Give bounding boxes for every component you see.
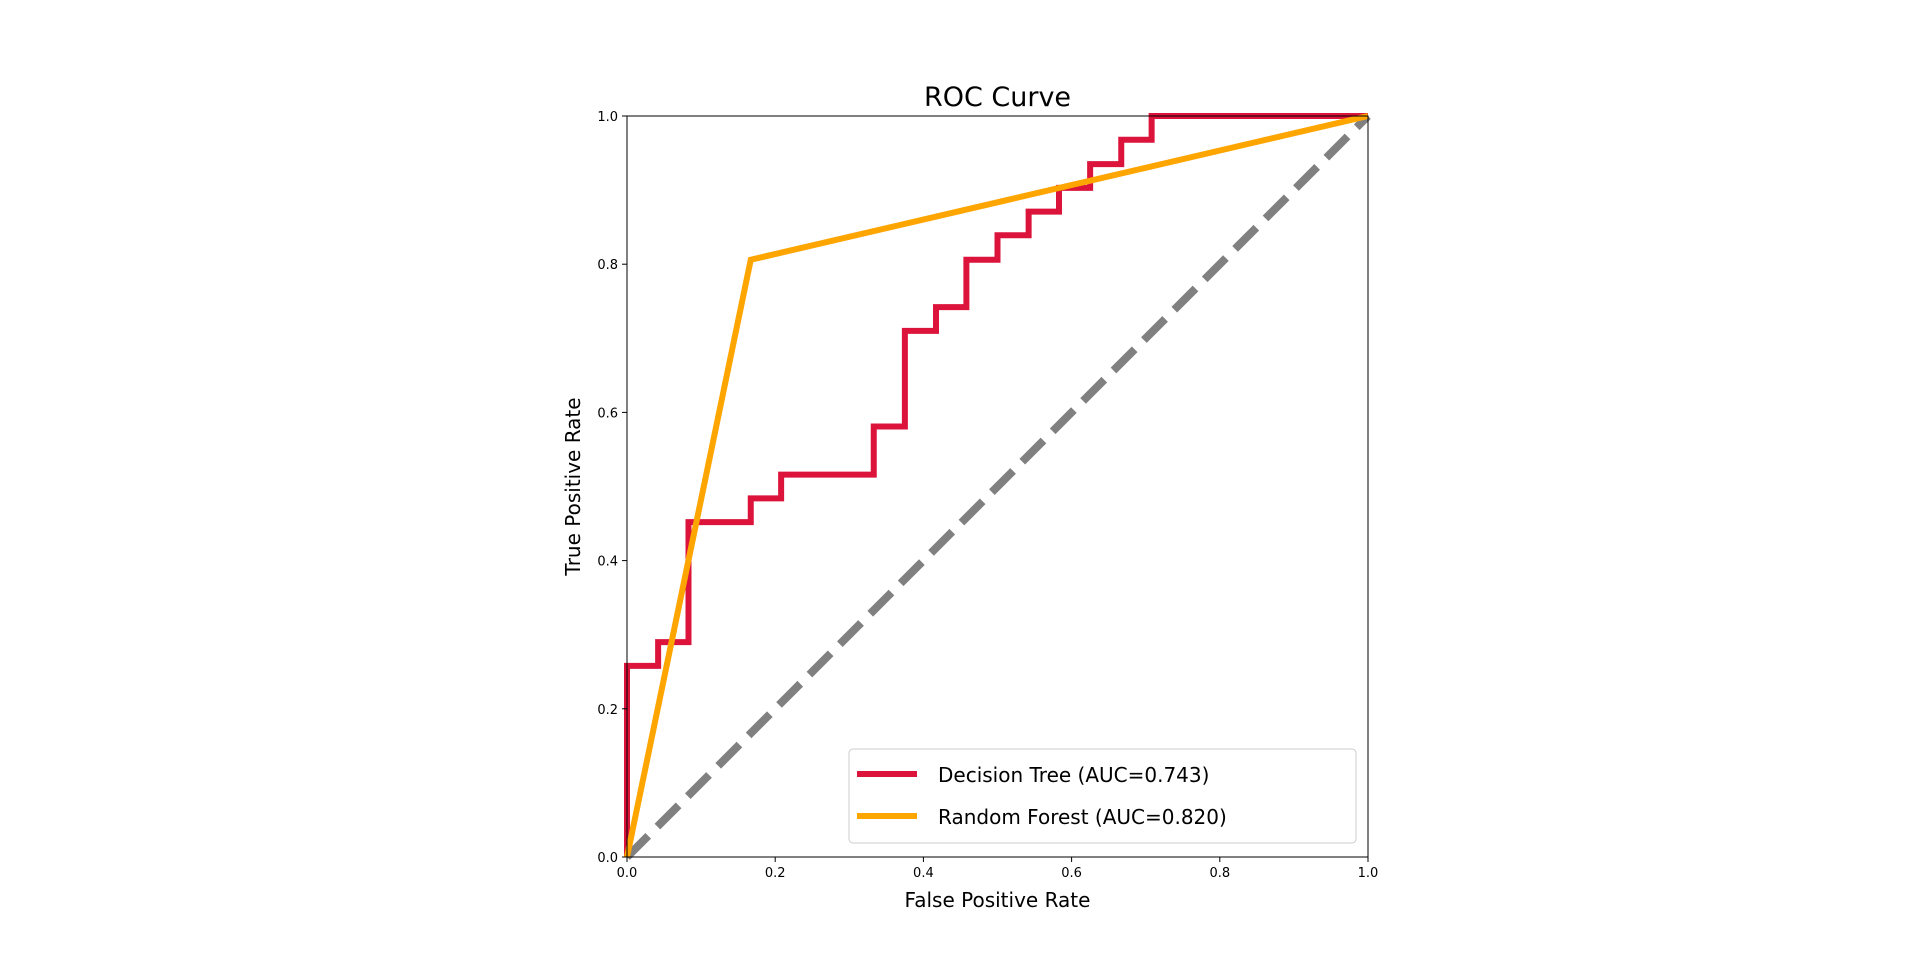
series-line-decision-tree — [624, 113, 1368, 857]
legend-entry-label: Decision Tree (AUC=0.743) — [938, 763, 1209, 787]
y-tick-label: 0.0 — [597, 851, 618, 866]
diagonal-reference-line — [624, 113, 1371, 860]
y-tick-label: 0.6 — [597, 406, 618, 421]
y-tick-label: 0.2 — [597, 703, 618, 718]
series-layer — [624, 113, 1371, 860]
x-tick-label: 1.0 — [1358, 866, 1379, 881]
x-tick-label: 0.0 — [617, 866, 638, 881]
plot-frame — [626, 115, 1369, 858]
x-tick-label: 0.6 — [1061, 866, 1082, 881]
x-axis-label: False Positive Rate — [905, 888, 1091, 912]
ticks-layer: 0.0 0.2 0.4 0.6 0.8 1.0 0.0 0.2 0.4 0.6 0.8 1.0 — [597, 110, 1378, 881]
x-tick-label: 0.8 — [1209, 866, 1230, 881]
legend-entry-label: Random Forest (AUC=0.820) — [938, 805, 1227, 829]
legend-box — [848, 748, 1357, 844]
y-tick-label: 1.0 — [597, 110, 618, 125]
series-line-random-forest — [624, 113, 1369, 858]
legend: Decision Tree (AUC=0.743) Random Forest (… — [848, 748, 1357, 844]
chart-title: ROC Curve — [924, 82, 1071, 113]
x-tick-label: 0.2 — [765, 866, 786, 881]
y-tick-label: 0.8 — [597, 258, 618, 273]
y-tick-label: 0.4 — [597, 555, 618, 570]
y-axis-label: True Positive Rate — [561, 397, 585, 576]
x-tick-label: 0.4 — [913, 866, 934, 881]
